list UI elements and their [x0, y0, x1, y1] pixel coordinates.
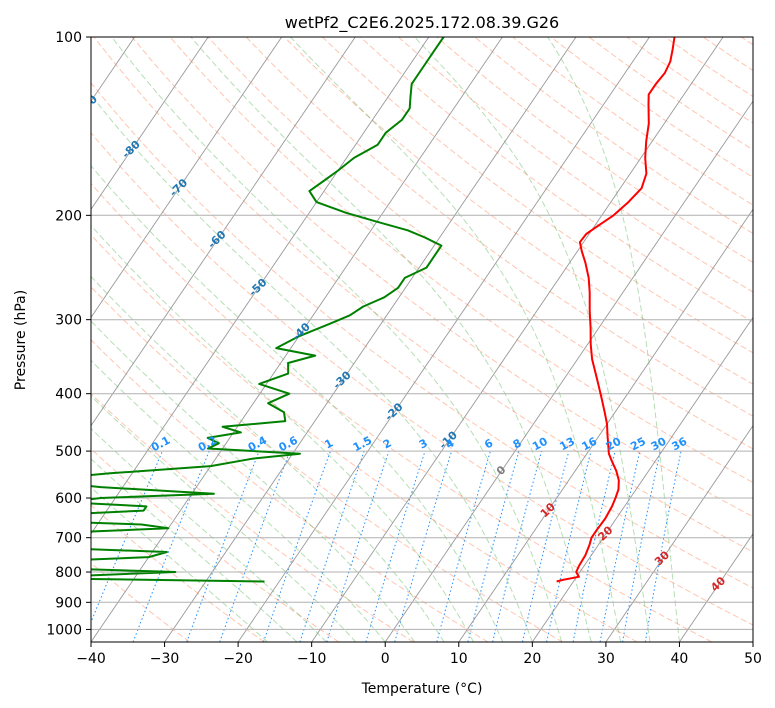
isotherm-line [164, 37, 577, 642]
isotherm-line [605, 424, 753, 642]
mixing-ratio-line [219, 450, 291, 642]
mixing-ratio-line [186, 450, 260, 642]
x-tick-label: 20 [523, 651, 541, 667]
moist-adiabat-line [91, 94, 533, 642]
isotherm-line [311, 37, 724, 642]
isotherm-line [458, 208, 753, 642]
x-tick-label: −20 [223, 651, 253, 667]
mixing-ratio-label: 10 [530, 435, 550, 454]
isotherm-line [91, 37, 503, 642]
dry-adiabat-line [131, 37, 753, 518]
y-tick-label: 900 [55, 595, 82, 611]
mixing-ratio-labels: 0.1 0.2 0.4 0.6 1 1.5 2 3 4 6 8 10 13 16 20 25 30 36 [149, 434, 689, 455]
mixing-ratio-line [436, 450, 491, 642]
dewpoint-profile [91, 37, 445, 583]
chart-title: wetPf2_C2E6.2025.172.08.39.G26 [285, 13, 559, 33]
mixing-ratio-label: 36 [670, 435, 690, 454]
isotherm-line [531, 316, 753, 642]
dry-adiabat-line [93, 37, 753, 553]
moist-adiabat-line [91, 165, 504, 642]
x-tick-label: 40 [671, 651, 689, 667]
x-axis-label: Temperature (°C) [361, 681, 483, 697]
moist-adiabat-line [547, 37, 680, 642]
x-tick-label: −10 [297, 651, 327, 667]
isotherm-line [679, 532, 753, 642]
moist-adiabat-line [190, 37, 592, 642]
y-tick-label: 400 [55, 387, 82, 403]
isotherm-line [91, 37, 356, 427]
mixing-ratio-lines [91, 450, 682, 642]
mixing-ratio-label: 30 [649, 435, 669, 454]
dry-adiabat-line [91, 562, 191, 642]
temperature-profile [556, 37, 676, 583]
isotherm-line [91, 37, 430, 535]
y-axis-label: Pressure (hPa) [13, 290, 29, 390]
moist-adiabat-line [111, 37, 563, 642]
dry-adiabat-line [207, 37, 753, 450]
moist-adiabat-line [414, 37, 651, 642]
mixing-ratio-line [365, 450, 426, 642]
mixing-ratio-line [91, 450, 163, 624]
mixing-ratio-label: 13 [557, 435, 577, 454]
moist-adiabat-line [290, 37, 622, 642]
y-axis-ticks: 100 200 300 400 500 600 700 800 900 1000 [46, 30, 91, 638]
mixing-ratio-line [326, 450, 390, 642]
dry-adiabat-line [91, 132, 753, 626]
y-tick-label: 600 [55, 491, 82, 507]
mixing-ratio-line [522, 450, 570, 642]
dry-adiabat-line [91, 234, 638, 642]
isotherm-label: -90 [77, 92, 101, 115]
isotherm-line [91, 37, 283, 319]
dry-adiabat-line [91, 286, 563, 642]
moist-adiabat-line [91, 395, 357, 642]
dry-adiabat-line [398, 37, 753, 293]
dry-adiabat-line [91, 82, 753, 589]
mixing-ratio-line [299, 450, 365, 642]
plot-area: -100-90-80-70-60-50-40-30-20-10010203040… [77, 37, 753, 642]
y-tick-label: 700 [55, 531, 82, 547]
mixing-ratio-line [467, 450, 520, 642]
x-tick-label: 10 [450, 651, 468, 667]
x-tick-label: −40 [76, 651, 106, 667]
sounding-series [91, 37, 676, 583]
dry-adiabat-line [283, 37, 753, 385]
moist-adiabat-line [91, 486, 268, 642]
x-tick-label: −30 [150, 651, 180, 667]
x-axis-ticks: −40 −30 −20 −10 0 10 20 30 40 50 [76, 642, 762, 667]
isotherm-line [91, 37, 209, 211]
dry-adiabat-line [322, 37, 753, 354]
moist-adiabat-line [91, 359, 386, 642]
isotherm-line [237, 37, 650, 642]
dry-adiabat-line [91, 182, 713, 642]
x-tick-label: 30 [597, 651, 615, 667]
pressure-gridlines [91, 37, 753, 630]
y-tick-label: 1000 [46, 622, 82, 638]
mixing-ratio-line [263, 450, 331, 642]
y-tick-label: 800 [55, 565, 82, 581]
y-tick-label: 500 [55, 444, 82, 460]
mixing-ratio-label: 16 [580, 435, 600, 454]
y-tick-label: 200 [55, 208, 82, 224]
y-tick-label: 100 [55, 30, 82, 46]
isotherms [91, 37, 753, 642]
mixing-ratio-label: 20 [604, 435, 624, 454]
x-tick-label: 0 [381, 651, 390, 667]
mixing-ratio-line [132, 450, 210, 642]
moist-adiabat-line [91, 224, 474, 642]
moist-adiabat-line [91, 275, 445, 642]
x-tick-label: 50 [744, 651, 762, 667]
mixing-ratio-line [546, 450, 592, 642]
plot-frame [90, 36, 754, 643]
y-tick-label: 300 [55, 313, 82, 329]
dry-adiabat-line [245, 37, 753, 417]
moist-adiabats [91, 37, 680, 642]
mixing-ratio-line [572, 450, 616, 642]
mixing-ratio-label: 25 [628, 435, 648, 454]
